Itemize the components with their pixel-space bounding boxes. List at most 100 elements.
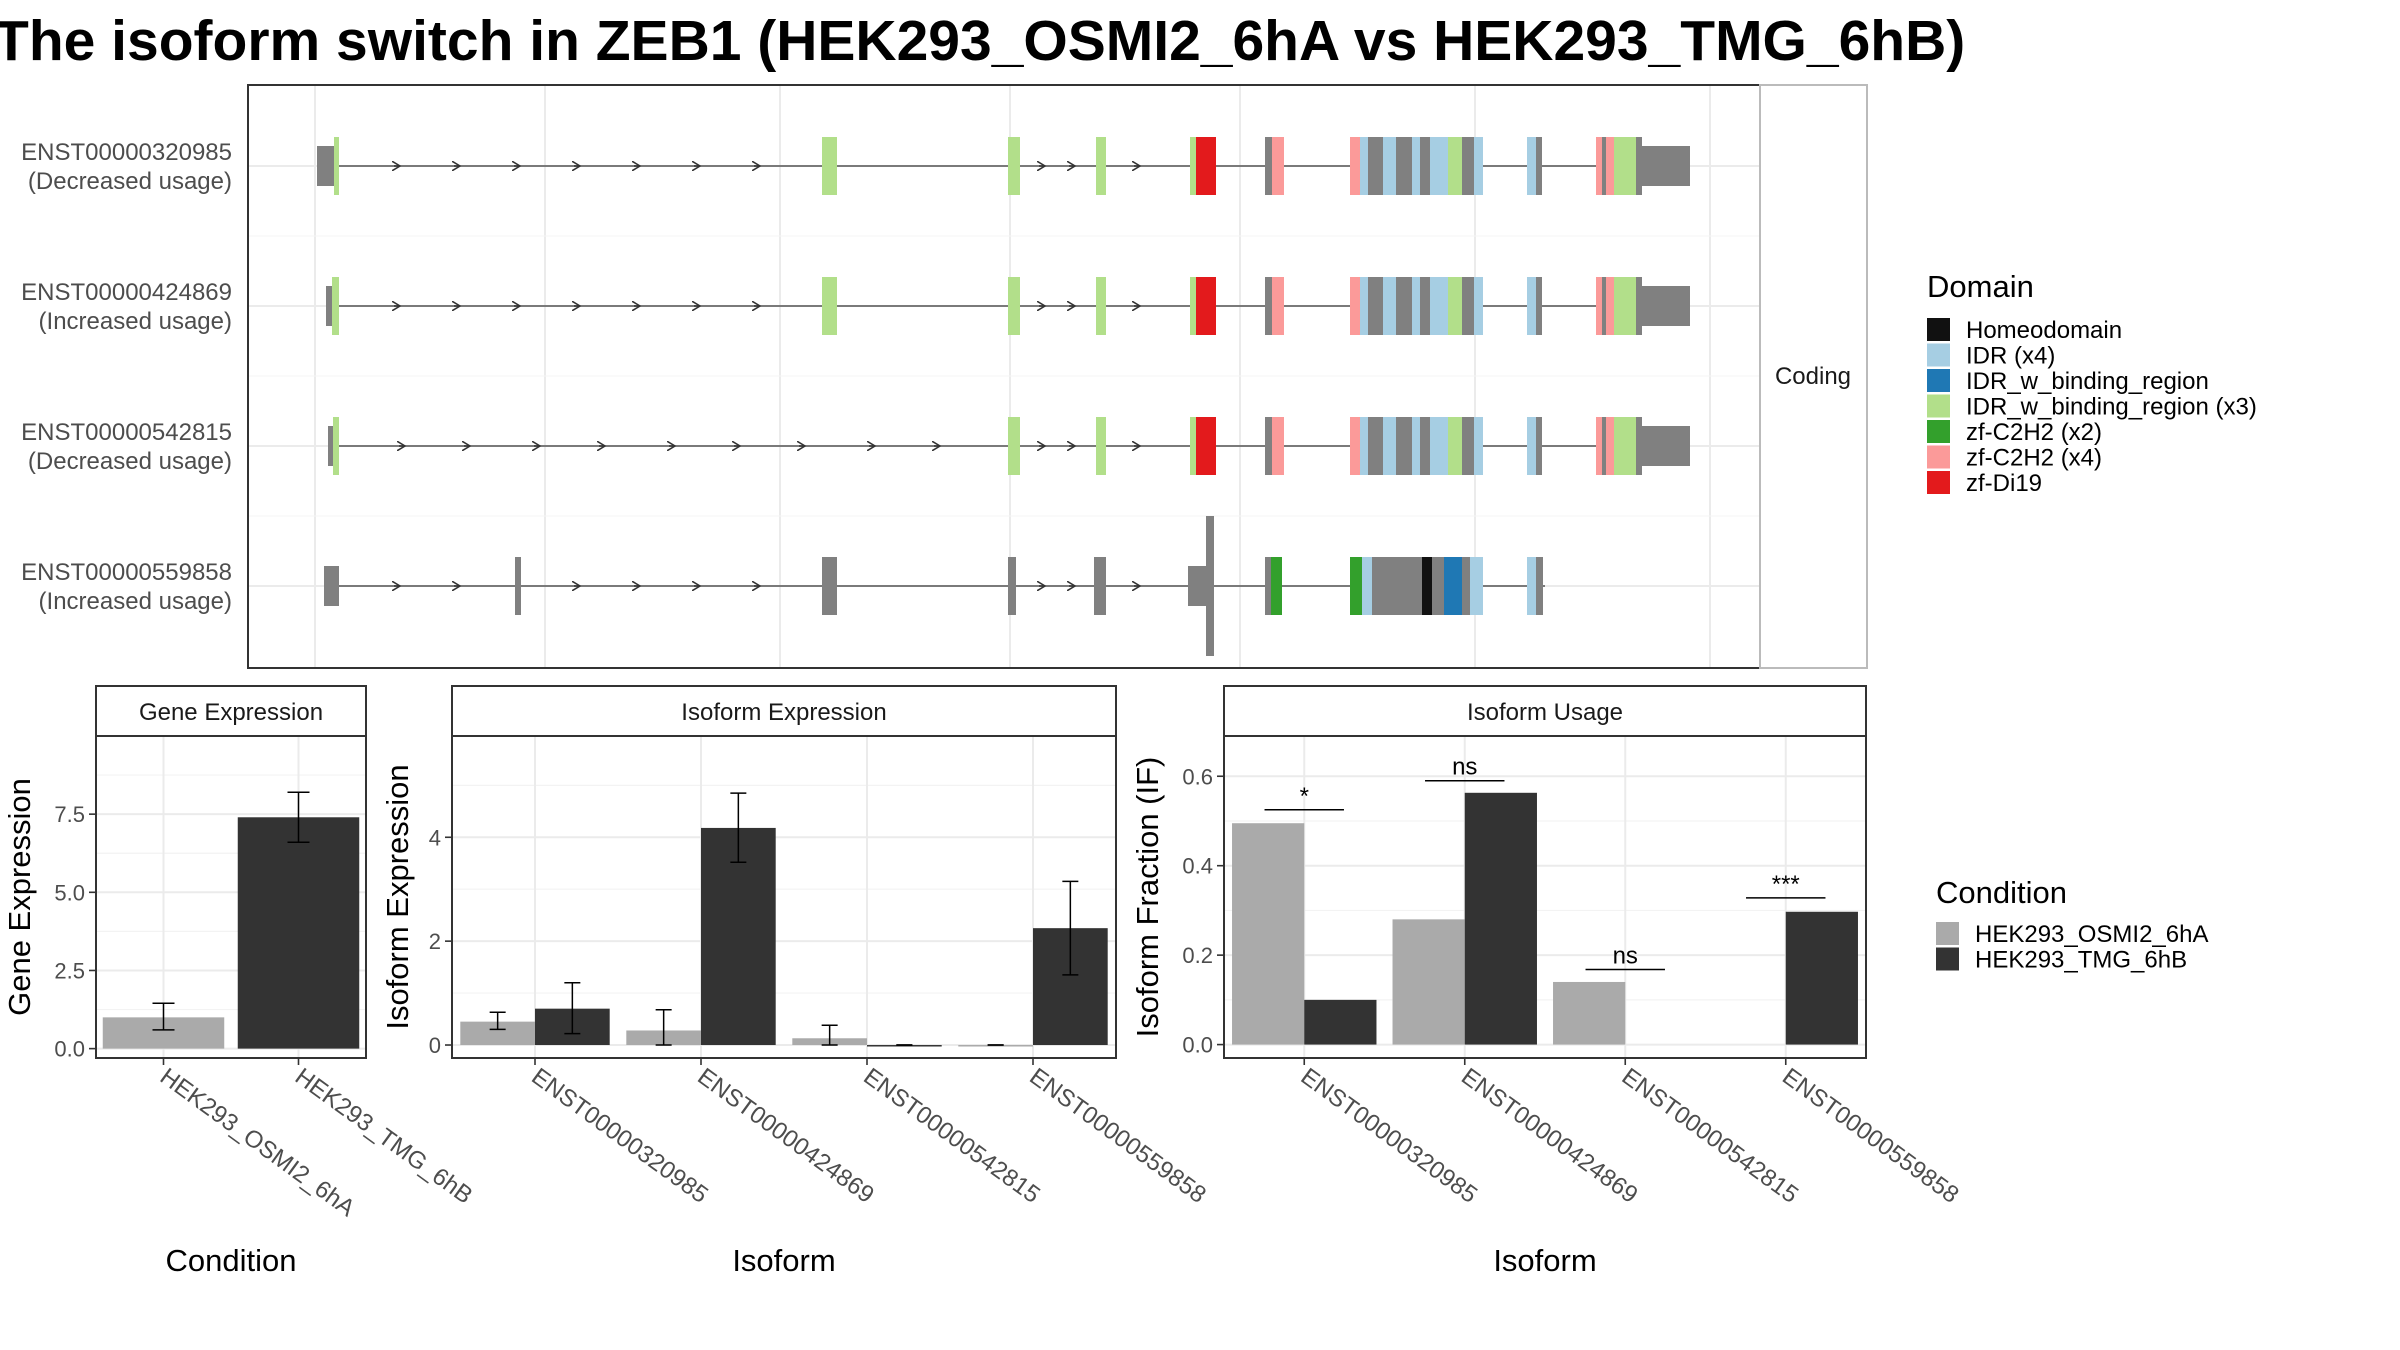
exon-block — [1636, 137, 1642, 195]
exon-block — [1536, 557, 1543, 615]
exon-block — [515, 557, 521, 615]
exon-block — [1096, 277, 1106, 335]
domain-legend-title: Domain — [1927, 269, 2034, 304]
exon-block — [1196, 417, 1216, 475]
condition-legend-label: HEK293_OSMI2_6hA — [1975, 921, 2208, 948]
exon-block — [1396, 277, 1412, 335]
exon-block — [1420, 137, 1430, 195]
transcript-id-label: ENST00000320985 — [21, 139, 232, 166]
exon-block — [1350, 557, 1362, 615]
exon-block — [1420, 277, 1430, 335]
significance-label: ns — [1452, 754, 1477, 781]
exon-block — [1606, 277, 1614, 335]
exon-block — [1430, 277, 1448, 335]
exon-block — [1462, 417, 1474, 475]
isoform-usage-bar — [1232, 823, 1305, 1045]
y-tick-label: 0 — [429, 1033, 441, 1058]
exon-block — [1527, 417, 1536, 475]
exon-block — [1606, 417, 1614, 475]
exon-block — [1606, 137, 1614, 195]
exon-block — [1448, 137, 1462, 195]
condition-legend-label: HEK293_TMG_6hB — [1975, 947, 2187, 974]
isoform-usage-bar — [1553, 981, 1626, 1045]
transcript-id-label: ENST00000542815 — [21, 419, 232, 446]
exon-block — [1536, 277, 1542, 335]
transcript-id-label: ENST00000559858 — [21, 559, 232, 586]
isoform-expression-x-tick-label: ENST00000424869 — [692, 1063, 878, 1209]
y-tick-label: 7.5 — [54, 802, 85, 827]
exon-block — [1462, 557, 1470, 615]
domain-legend-key — [1927, 394, 1950, 418]
exon-block — [1396, 417, 1412, 475]
exon-block — [1206, 516, 1214, 656]
exon-block — [334, 137, 339, 195]
exon-block — [1527, 277, 1536, 335]
isoform-expression-strip — [451, 685, 1117, 737]
exon-block — [1360, 417, 1368, 475]
exon-block — [1422, 557, 1432, 615]
domain-legend-label: IDR (x4) — [1966, 343, 2055, 370]
exon-block — [1596, 277, 1602, 335]
exon-block — [328, 426, 333, 466]
isoform-usage-bar — [1392, 919, 1465, 1045]
significance-label: * — [1300, 783, 1309, 810]
exon-block — [1430, 137, 1448, 195]
exon-block — [1265, 417, 1272, 475]
significance-label: ns — [1613, 942, 1638, 969]
isoform-usage-strip — [1223, 685, 1867, 737]
isoform-usage-bar — [1304, 999, 1377, 1045]
exon-block — [1474, 277, 1483, 335]
gene-expression-strip-title: Gene Expression — [139, 699, 323, 726]
isoform-usage-bar — [1464, 792, 1537, 1045]
y-tick-label: 2.5 — [54, 958, 85, 983]
isoform-expression-strip-title: Isoform Expression — [681, 699, 886, 726]
exon-block — [1642, 426, 1690, 466]
exon-block — [1536, 417, 1542, 475]
exon-block — [332, 277, 339, 335]
exon-block — [1360, 277, 1368, 335]
domain-legend-label: IDR_w_binding_region — [1966, 368, 2209, 395]
exon-block — [1636, 417, 1642, 475]
gene-expression-strip — [95, 685, 367, 737]
domain-legend-label: Homeodomain — [1966, 317, 2122, 344]
exon-block — [1412, 277, 1420, 335]
exon-block — [1360, 137, 1368, 195]
y-tick-label: 5.0 — [54, 880, 85, 905]
transcript-usage-label: (Increased usage) — [39, 308, 232, 335]
y-tick-label: 4 — [429, 825, 441, 850]
exon-block — [1096, 137, 1106, 195]
exon-block — [1444, 557, 1462, 615]
exon-block — [1272, 417, 1284, 475]
exon-block — [1008, 277, 1020, 335]
exon-block — [1008, 417, 1020, 475]
domain-legend-label: zf-C2H2 (x4) — [1966, 445, 2102, 472]
page-title: The isoform switch in ZEB1 (HEK293_OSMI2… — [0, 9, 1966, 73]
isoform-usage-x-tick-label: ENST00000542815 — [1617, 1063, 1803, 1209]
exon-block — [1470, 557, 1483, 615]
condition-legend-key — [1936, 922, 1959, 945]
exon-block — [1368, 417, 1383, 475]
exon-block — [1602, 417, 1606, 475]
exon-block — [1265, 137, 1272, 195]
domain-legend-key — [1927, 318, 1950, 341]
y-tick-label: 0.0 — [54, 1037, 85, 1062]
isoform-expression-y-axis-title: Isoform Expression — [380, 764, 415, 1029]
exon-block — [1596, 417, 1602, 475]
facet-label: Coding — [1775, 363, 1851, 390]
exon-block — [1596, 137, 1602, 195]
transcript-usage-label: (Decreased usage) — [28, 168, 232, 195]
exon-block — [1272, 277, 1284, 335]
isoform-expression-x-tick-label: ENST00000320985 — [526, 1063, 712, 1209]
exon-block — [1642, 146, 1690, 186]
condition-legend-title: Condition — [1936, 875, 2067, 910]
exon-block — [324, 566, 339, 606]
isoform-expression-x-axis-title: Isoform — [732, 1243, 835, 1278]
exon-block — [1430, 417, 1448, 475]
exon-block — [1190, 417, 1196, 475]
exon-block — [317, 146, 334, 186]
exon-block — [1368, 137, 1383, 195]
y-tick-label: 0.6 — [1182, 764, 1213, 789]
isoform-expression-x-tick-label: ENST00000542815 — [858, 1063, 1044, 1209]
exon-block — [1602, 277, 1606, 335]
